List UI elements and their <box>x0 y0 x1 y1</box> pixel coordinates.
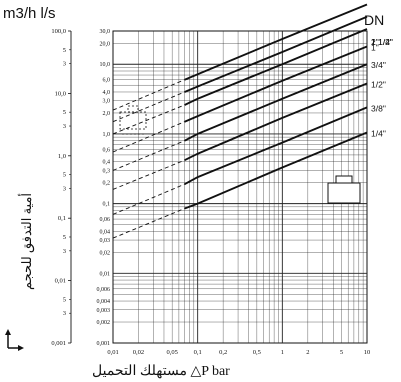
x-tick-label: 0,5 <box>253 349 261 356</box>
units-label: m3/h l/s <box>3 5 56 22</box>
y-tick-label-m3h: 100,0 <box>51 28 66 35</box>
y-sub-tick-label: 5 <box>63 109 66 116</box>
series-solid-2 <box>184 28 368 106</box>
x-axis-title: مستهلك التحميل △P bar <box>92 364 230 379</box>
y-sub-tick-label: 5 <box>63 172 66 179</box>
y-tick-label-ls: 6,0 <box>103 78 111 84</box>
legend: 2"1 1/2"1 1/4"1" 3/4" 1/2" 3/8" 1/4" <box>371 37 393 138</box>
x-tick-label: 2 <box>306 349 309 356</box>
legend-label-0: 2" <box>371 37 379 47</box>
plot-frame <box>112 30 368 344</box>
y-sub-tick-label: 3 <box>63 61 66 68</box>
series-solid-6 <box>184 106 368 186</box>
legend-label-3: 1" <box>371 42 379 52</box>
x-tick-label: 5 <box>340 349 343 356</box>
dn-label: DN <box>364 12 384 28</box>
x-tick-label: 0,2 <box>219 349 227 356</box>
series-solid-5 <box>184 82 368 162</box>
y-tick-label-ls: 0,1 <box>103 202 111 208</box>
y-tick-label-m3h: 0,1 <box>58 215 66 222</box>
y-tick-label-ls: 0,4 <box>103 160 111 166</box>
axis-arrow-icon <box>5 329 24 351</box>
y-sub-tick-label: 5 <box>63 296 66 303</box>
y-tick-label-m3h: 0,001 <box>51 340 66 347</box>
solid-valve-icon <box>327 175 361 204</box>
y-tick-label-ls: 0,04 <box>100 229 111 235</box>
y-tick-label-ls: 0,001 <box>97 341 111 347</box>
y-tick-label-ls: 0,06 <box>100 217 111 223</box>
series-dashed-4 <box>112 140 185 171</box>
series-dashed-5 <box>112 159 185 190</box>
series-dashed-2 <box>112 104 185 135</box>
y-tick-label-ls: 0,003 <box>97 308 111 314</box>
y-tick-label-ls: 0,01 <box>100 271 111 277</box>
y-tick-label-m3h: 1,0 <box>58 153 66 160</box>
series-dashed-6 <box>112 183 185 215</box>
y-tick-label-ls: 4,0 <box>103 90 111 96</box>
y-sub-tick-label: 3 <box>63 123 66 130</box>
y-sub-tick-label: 3 <box>63 310 66 317</box>
y-tick-label-ls: 20,0 <box>100 41 111 47</box>
legend-label-7: 1/4" <box>371 128 386 138</box>
series-solid-4 <box>184 63 368 142</box>
series-solid-7 <box>184 131 368 210</box>
series-solid-0 <box>184 3 368 81</box>
y-tick-label-m3h: 10,0 <box>55 90 66 97</box>
x-tick-label: 1 <box>281 349 284 356</box>
series-solid-3 <box>184 45 368 123</box>
tick-labels: 0,01 0,02 0,05 0,1 0,2 0,5 1 2 5 10 30,0 20,0 10,0 6,… <box>51 28 370 356</box>
x-tick-label: 0,02 <box>133 349 144 356</box>
y-axis-title: أمية التدفق للحجم <box>18 193 35 290</box>
y-tick-label-ls: 1,0 <box>103 132 111 138</box>
y-tick-label-ls: 3,0 <box>103 99 111 105</box>
y-sub-tick-label: 3 <box>63 185 66 192</box>
y-tick-label-ls: 10,0 <box>100 62 111 68</box>
legend-label-1: 1 1/2" <box>371 37 393 47</box>
series-solid-1 <box>184 15 368 93</box>
y-tick-label-ls: 0,3 <box>103 168 111 174</box>
series-dashed-3 <box>112 121 185 153</box>
y-tick-label-ls: 0,006 <box>97 287 111 293</box>
y-tick-label-ls: 0,02 <box>100 250 111 256</box>
y-tick-label-ls: 0,2 <box>103 181 111 187</box>
y-tick-label-ls: 0,03 <box>100 238 111 244</box>
y-sub-tick-label: 5 <box>63 234 66 241</box>
x-tick-label: 0,01 <box>107 349 118 356</box>
legend-label-6: 3/8" <box>371 103 386 113</box>
y-tick-label-ls: 0,002 <box>97 320 111 326</box>
legend-label-4: 3/4" <box>371 60 386 70</box>
series-dashed-0 <box>112 79 185 111</box>
series-dashed-7 <box>112 208 185 239</box>
dashed-valve-icon <box>119 105 147 135</box>
y-tick-label-ls: 0,004 <box>97 299 111 305</box>
y-sub-tick-label: 5 <box>63 47 66 54</box>
series-lines <box>112 3 368 239</box>
y-tick-label-m3h: 0,01 <box>55 278 66 285</box>
y-tick-label-ls: 30,0 <box>100 29 111 35</box>
x-tick-label: 0,1 <box>194 349 202 356</box>
x-tick-label: 0,05 <box>166 349 177 356</box>
legend-label-5: 1/2" <box>371 79 386 89</box>
legend-label-2: 1 1/4" <box>371 37 393 47</box>
x-tick-label: 10 <box>364 349 371 356</box>
y-tick-label-ls: 0,6 <box>103 147 111 153</box>
y-tick-label-ls: 2,0 <box>103 111 111 117</box>
y-sub-tick-label: 3 <box>63 248 66 255</box>
series-dashed-1 <box>112 91 185 123</box>
